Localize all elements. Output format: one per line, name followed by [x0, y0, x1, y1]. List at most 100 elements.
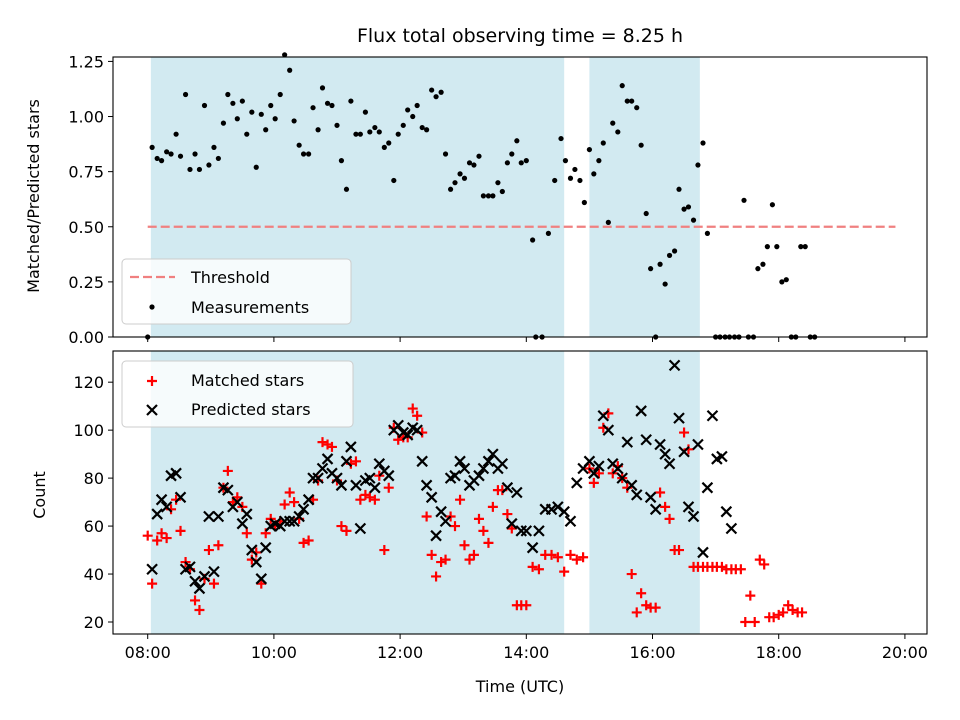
measurement-point [514, 138, 520, 144]
matched-star-point [147, 578, 158, 589]
matched-star-point [279, 499, 290, 510]
predicted-star-point [222, 484, 234, 496]
matched-star-point [552, 552, 563, 563]
top-y-tick-label: 0.75 [68, 163, 104, 182]
predicted-star-point [630, 489, 643, 501]
measurement-point [596, 158, 602, 164]
predicted-star-point [597, 409, 610, 422]
measurement-point [362, 109, 369, 115]
x-axis-label: Time (UTC) [475, 677, 564, 696]
measurement-point [657, 261, 663, 267]
measurement-point [400, 122, 406, 128]
measurement-point [220, 120, 227, 126]
matched-star-point [355, 494, 366, 505]
measurement-point [704, 230, 711, 236]
measurement-point [447, 186, 454, 192]
measurement-point [438, 89, 444, 95]
measurement-point [442, 151, 449, 157]
matched-star-point [341, 525, 352, 536]
measurement-point [414, 102, 420, 109]
measurement-point [802, 244, 808, 250]
legend-predicted-label: Predicted stars [191, 400, 311, 419]
measurement-point [558, 135, 564, 142]
measurement-point [509, 151, 515, 157]
bottom-y-tick-label: 20 [84, 613, 104, 632]
measurement-point [499, 188, 505, 195]
measurement-point [410, 113, 416, 120]
measurement-point [263, 127, 269, 133]
predicted-star-point [411, 424, 423, 436]
measurement-point [405, 107, 411, 113]
measurement-point [685, 204, 692, 210]
predicted-star-point [678, 445, 690, 458]
matched-star-point [369, 494, 380, 505]
measurement-point [457, 171, 463, 177]
measurement-point [695, 162, 701, 168]
measurement-point [234, 116, 240, 122]
measurement-point [306, 151, 312, 157]
matched-star-point [175, 525, 186, 536]
predicted-star-point [151, 508, 163, 520]
predicted-star-point [302, 493, 315, 506]
matched-star-point [156, 528, 167, 539]
predicted-star-point [420, 479, 433, 492]
top-y-tick-label: 0.25 [68, 273, 104, 292]
predicted-star-point [644, 491, 657, 504]
predicted-star-point [382, 469, 395, 482]
matched-star-point [745, 590, 756, 601]
measurement-point [324, 100, 331, 106]
measurement-point [225, 91, 231, 98]
matched-star-point [626, 569, 637, 580]
predicted-star-point [259, 541, 272, 554]
predicted-star-point [697, 546, 709, 559]
predicted-star-point [673, 412, 685, 424]
measurement-point [300, 151, 307, 157]
measurement-point [168, 151, 174, 157]
matched-star-point [241, 528, 252, 539]
legend-box [121, 258, 352, 325]
predicted-star-point [593, 460, 605, 472]
measurement-point [586, 146, 593, 153]
predicted-star-point [231, 496, 244, 508]
bottom-y-tick-label: 60 [84, 517, 104, 536]
matched-star-point [222, 465, 233, 476]
matched-star-point [533, 564, 544, 575]
predicted-star-point [146, 563, 158, 576]
matched-star-point [289, 497, 300, 508]
predicted-star-point [345, 441, 357, 453]
top-y-axis-label: Matched/Predicted stars [24, 99, 43, 293]
predicted-star-point [659, 448, 671, 460]
measurement-point [461, 175, 468, 181]
legend-threshold-label: Threshold [190, 268, 270, 287]
measurement-point [518, 160, 524, 166]
measurement-point [391, 177, 397, 184]
measurement-point [471, 162, 477, 168]
measurement-point [329, 102, 335, 109]
measurement-point [419, 124, 425, 131]
bottom-series-predicted-stars [146, 359, 738, 595]
predicted-star-point [203, 510, 215, 523]
measurement-point [348, 98, 354, 104]
measurement-point [239, 98, 245, 104]
top-shaded-interval [589, 57, 700, 337]
predicted-star-point [170, 467, 182, 480]
measurement-point [591, 171, 597, 177]
measurement-point [277, 91, 283, 98]
measurement-point [480, 193, 487, 199]
predicted-star-point [725, 522, 738, 535]
measurement-point [357, 131, 363, 137]
measurement-point [581, 199, 587, 206]
top-y-tick-label: 1.25 [68, 52, 104, 71]
predicted-star-point [278, 515, 291, 528]
measurement-point [424, 127, 430, 133]
matched-star-point [735, 564, 746, 575]
matched-star-point [768, 612, 779, 623]
matched-star-point [450, 521, 461, 532]
x-tick-label: 16:00 [629, 643, 675, 662]
predicted-star-point [487, 448, 499, 460]
measurement-point [495, 180, 501, 186]
measurement-point [648, 266, 654, 272]
measurement-point [666, 252, 673, 259]
matched-star-point [473, 513, 484, 524]
measurement-point [230, 100, 236, 106]
